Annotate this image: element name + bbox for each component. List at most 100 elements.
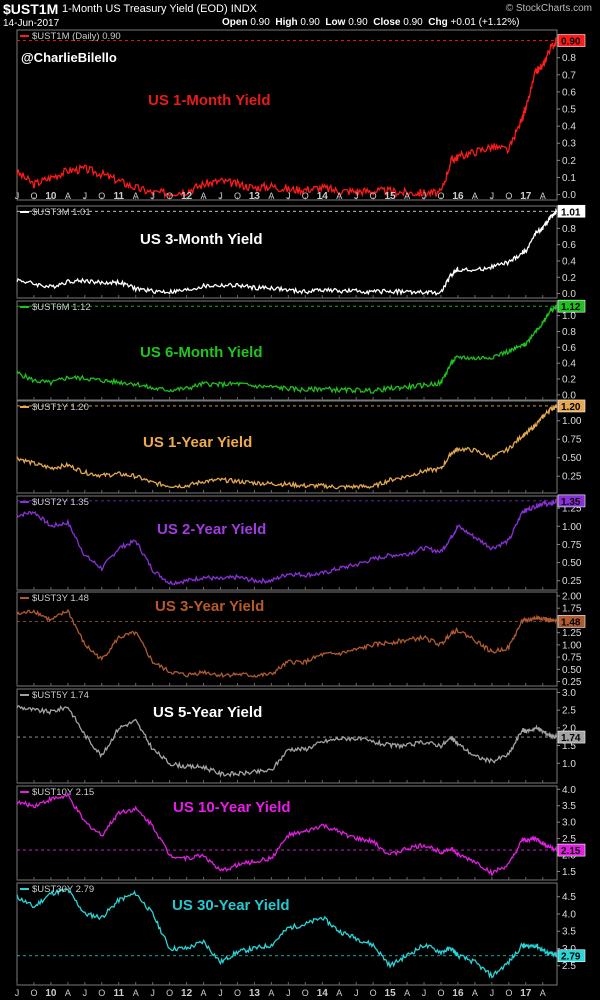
- y-tick-label: 0.5: [562, 105, 576, 116]
- chart-panel-7: 1.0 1.5 2.0 2.5 3.0 1.74 $UST5Y 1.74 US 5-Year …: [16, 688, 586, 784]
- chart-panel-5: 0.25 0.50 0.75 1.00 1.251.35 $UST2Y 1.35 US 2-…: [16, 494, 586, 591]
- x-axis-label-bottom: J: [490, 988, 495, 998]
- last-value-label: 2.15: [561, 846, 581, 857]
- panel-frame: [16, 688, 558, 784]
- last-value-badge: [557, 843, 586, 857]
- x-axis-label-top: O: [234, 191, 241, 201]
- y-tick-label: 1.00: [562, 416, 582, 427]
- x-axis-label-top: O: [98, 191, 105, 201]
- x-axis-label-bottom: A: [336, 988, 342, 998]
- last-value-badge: [557, 399, 586, 413]
- y-tick-label: 2.00: [562, 591, 582, 602]
- y-tick-label: 2.5: [562, 706, 576, 717]
- quote-date: 14-Jun-2017: [3, 18, 60, 29]
- series-line: [16, 608, 558, 679]
- x-axis-label-top: A: [268, 191, 274, 201]
- panel-title: US 6-Month Yield: [140, 344, 263, 361]
- panel-frame: [16, 29, 558, 201]
- y-tick-label: 3.5: [562, 927, 576, 938]
- x-axis-label-bottom: J: [354, 988, 359, 998]
- y-tick-label: 0.75: [562, 653, 582, 664]
- y-tick-label: 4.0: [562, 909, 576, 920]
- x-axis-label-top: J: [218, 191, 223, 201]
- y-tick-label: 0.4: [562, 359, 576, 370]
- y-tick-label: 0.75: [562, 435, 582, 446]
- y-tick-label: 0.25: [562, 576, 582, 587]
- x-axis-label-bottom: J: [218, 988, 223, 998]
- x-axis-label-top: 13: [249, 191, 261, 202]
- y-tick-label: 0.50: [562, 453, 582, 464]
- series-line: [16, 404, 558, 491]
- x-axis-label-top: A: [336, 191, 342, 201]
- panel-frame: [16, 300, 558, 401]
- y-tick-label: 0.0: [562, 289, 576, 300]
- x-axis-label-top: 14: [317, 191, 329, 202]
- x-axis-label-top: J: [490, 191, 495, 201]
- panel-title: US 10-Year Yield: [173, 799, 291, 816]
- legend-label: $UST1M (Daily) 0.90: [32, 31, 121, 42]
- legend-label: $UST3M 1.01: [32, 207, 91, 218]
- last-value-badge: [557, 299, 586, 313]
- y-tick-label: 0.6: [562, 87, 576, 98]
- x-axis-label-top: A: [540, 191, 546, 201]
- y-tick-label: 0.2: [562, 273, 576, 284]
- x-axis-label-bottom: 13: [249, 988, 261, 999]
- x-axis-label-bottom: 12: [181, 988, 193, 999]
- y-tick-label: 4.0: [562, 785, 576, 796]
- chart-panel-4: 0.25 0.50 0.75 1.00 1.20 $UST1Y 1.20 US 1-Year…: [16, 399, 586, 494]
- security-name: 1-Month US Treasury Yield (EOD) INDX: [62, 3, 258, 15]
- x-axis-label-bottom: 11: [113, 988, 124, 999]
- x-axis-label-top: 10: [45, 191, 57, 202]
- y-tick-label: 1.5: [562, 741, 576, 752]
- x-axis-label-bottom: O: [302, 988, 309, 998]
- x-axis-label-top: O: [166, 191, 173, 201]
- x-axis-label-bottom: A: [268, 988, 274, 998]
- panel-title: US 2-Year Yield: [157, 521, 266, 538]
- x-axis-label-top: A: [404, 191, 410, 201]
- x-axis-label-top: A: [65, 191, 71, 201]
- series-line: [16, 792, 558, 877]
- y-tick-label: 1.5: [562, 867, 576, 878]
- last-value-badge: [557, 949, 586, 963]
- x-axis-label-top: 12: [181, 191, 193, 202]
- x-axis-label-top: J: [15, 191, 20, 201]
- panel-title: US 3-Year Yield: [155, 598, 264, 615]
- y-tick-label: 0.3: [562, 139, 576, 150]
- legend-label: $UST5Y 1.74: [32, 690, 89, 701]
- panel-title: US 3-Month Yield: [140, 231, 263, 248]
- chart-panel-2: 0.0 0.2 0.4 0.6 0.8 1.01 $UST3M 1.01 US 3-Month…: [16, 204, 586, 300]
- x-axis-label-bottom: O: [234, 988, 241, 998]
- x-axis-label-top: A: [472, 191, 478, 201]
- y-tick-label: 3.0: [562, 688, 576, 699]
- x-axis-label-bottom: J: [422, 988, 427, 998]
- chart-panel-6: 0.250.500.751.001.251.501.752.001.48$UST…: [16, 591, 586, 688]
- y-tick-label: 0.4: [562, 122, 576, 133]
- last-value-label: 1.01: [561, 207, 581, 218]
- x-axis-label-bottom: 17: [520, 988, 532, 999]
- x-axis-label-top: J: [354, 191, 359, 201]
- x-axis-label-top: J: [286, 191, 291, 201]
- last-value-label: 1.12: [561, 302, 581, 313]
- x-axis-label-bottom: O: [370, 988, 377, 998]
- y-tick-label: 0.7: [562, 70, 576, 81]
- x-axis-label-bottom: A: [201, 988, 207, 998]
- x-axis-label-bottom: O: [437, 988, 444, 998]
- y-tick-label: 0.2: [562, 156, 576, 167]
- y-tick-label: 0.25: [562, 677, 582, 688]
- last-value-badge: [557, 730, 586, 744]
- y-tick-label: 0.6: [562, 343, 576, 354]
- y-tick-label: 2.5: [562, 834, 576, 845]
- x-axis-label-top: 15: [385, 191, 397, 202]
- legend-label: $UST30Y 2.79: [32, 884, 94, 895]
- legend-label: $UST1Y 1.20: [32, 402, 89, 413]
- x-axis-label-bottom: 16: [452, 988, 464, 999]
- last-value-label: 1.48: [561, 617, 581, 628]
- last-value-label: 1.74: [561, 733, 581, 744]
- panel-title: US 5-Year Yield: [153, 704, 262, 721]
- y-tick-label: 1.25: [562, 628, 582, 639]
- x-axis-label-bottom: O: [98, 988, 105, 998]
- y-tick-label: 0.0: [562, 390, 576, 401]
